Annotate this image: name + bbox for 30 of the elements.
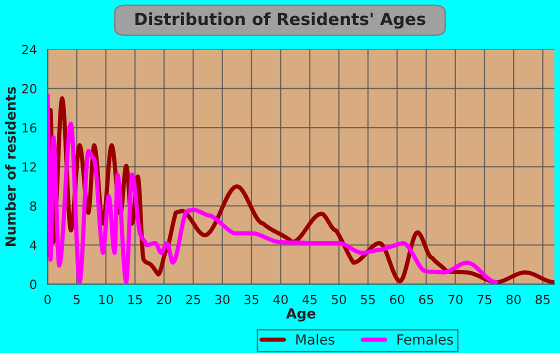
legend-label: Males <box>296 334 334 345</box>
x-tick-label: 65 <box>419 294 434 304</box>
x-tick-label: 60 <box>390 294 404 304</box>
x-tick-label: 55 <box>361 294 375 304</box>
x-tick-label: 5 <box>74 294 80 304</box>
x-tick-label: 0 <box>44 294 51 304</box>
y-tick-label: 0 <box>30 280 36 290</box>
legend-label: Females <box>398 334 453 345</box>
x-tick-label: 30 <box>215 294 230 304</box>
x-tick-label: 45 <box>302 294 317 304</box>
y-tick-label: 20 <box>22 84 36 94</box>
x-tick-label: 25 <box>186 294 200 304</box>
y-tick-label: 24 <box>22 44 36 54</box>
y-tick-label: 8 <box>30 201 36 211</box>
x-tick-label: 50 <box>332 294 346 304</box>
x-tick-label: 80 <box>506 294 521 304</box>
y-tick-label: 4 <box>30 240 36 250</box>
y-tick-label: 12 <box>22 162 36 172</box>
x-tick-label: 35 <box>244 294 258 304</box>
x-tick-label: 20 <box>157 294 172 304</box>
x-tick-label: 70 <box>448 294 462 304</box>
y-axis-title: Number of residents <box>5 87 16 246</box>
y-tick-label: 16 <box>22 123 36 133</box>
x-axis-title: Age <box>286 308 316 322</box>
x-tick-label: 75 <box>478 294 492 304</box>
x-tick-label: 10 <box>99 294 113 304</box>
x-tick-label: 15 <box>128 294 142 304</box>
chart-title: Distribution of Residents' Ages <box>135 12 426 29</box>
x-tick-label: 85 <box>536 294 550 304</box>
x-tick-label: 40 <box>273 294 288 304</box>
